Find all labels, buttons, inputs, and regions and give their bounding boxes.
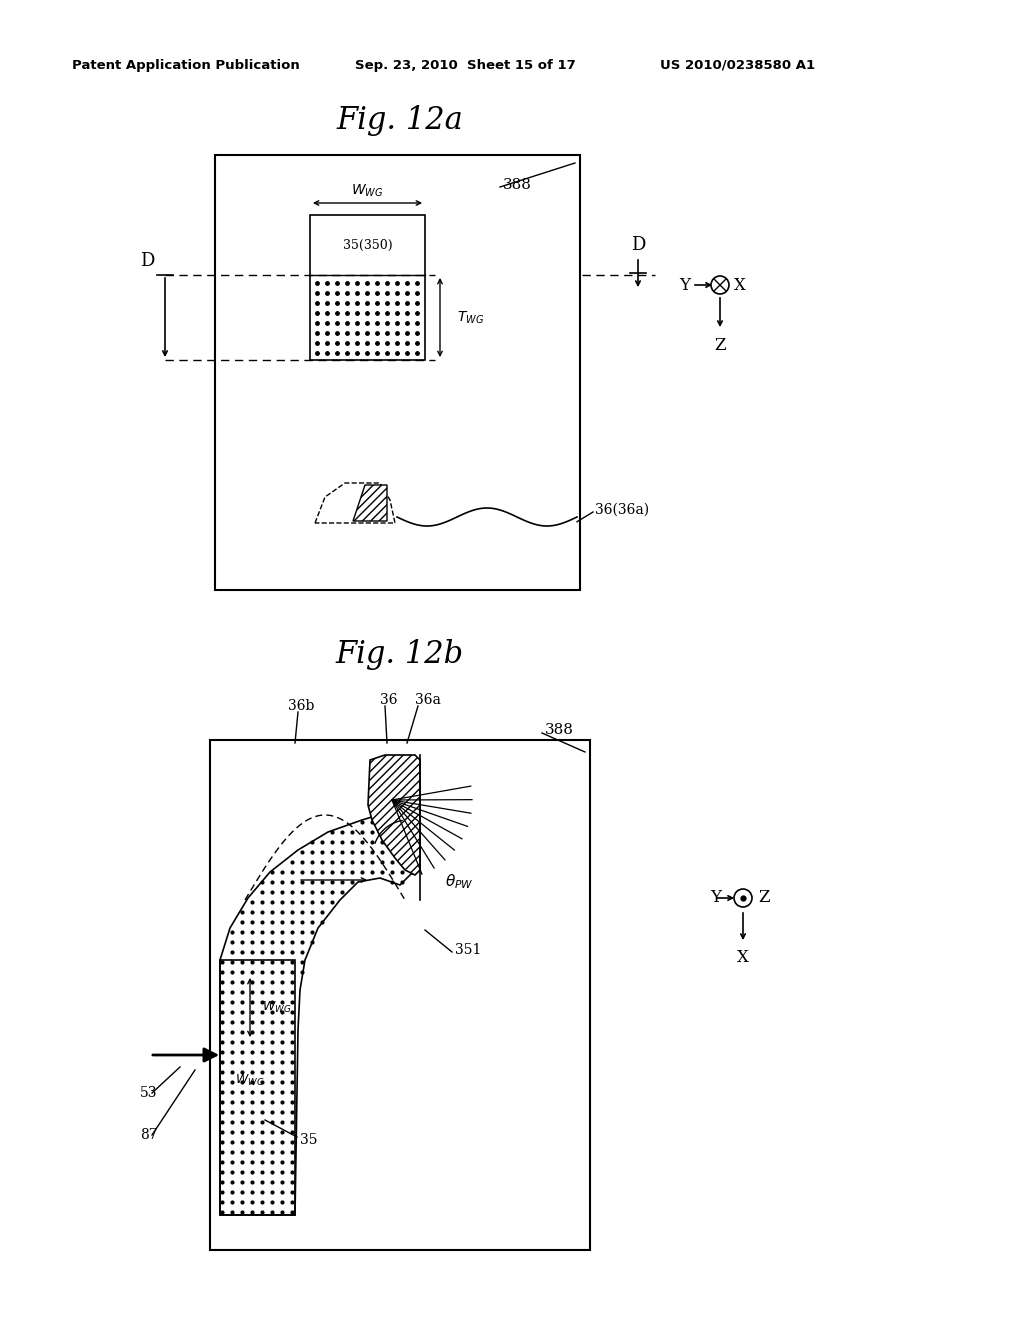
Polygon shape — [353, 484, 387, 521]
Text: 388: 388 — [545, 723, 573, 737]
Bar — [215, 154, 580, 590]
Polygon shape — [315, 483, 395, 523]
Text: 87: 87 — [140, 1129, 158, 1142]
Text: $W_{WG}$: $W_{WG}$ — [234, 1072, 264, 1088]
Text: 36(36a): 36(36a) — [595, 503, 649, 517]
Text: Z: Z — [715, 337, 726, 354]
Text: D: D — [140, 252, 155, 271]
Text: Fig. 12b: Fig. 12b — [336, 639, 464, 671]
Polygon shape — [220, 810, 415, 1214]
Text: D: D — [631, 236, 645, 253]
Text: 35(350): 35(350) — [343, 239, 392, 252]
Text: $W_{WG}$: $W_{WG}$ — [262, 1001, 292, 1015]
Text: 351: 351 — [455, 942, 481, 957]
Text: $T_{WG}$: $T_{WG}$ — [457, 309, 484, 326]
Text: Y: Y — [679, 276, 690, 293]
Circle shape — [734, 888, 752, 907]
Bar — [210, 741, 590, 1250]
Bar — [220, 960, 295, 1214]
Text: US 2010/0238580 A1: US 2010/0238580 A1 — [660, 58, 815, 71]
Text: $\theta_{PW}$: $\theta_{PW}$ — [445, 873, 474, 891]
Bar — [310, 215, 425, 360]
Text: 388: 388 — [503, 178, 531, 191]
Text: 36a: 36a — [415, 693, 441, 708]
Text: Fig. 12a: Fig. 12a — [337, 104, 464, 136]
Text: Z: Z — [758, 890, 769, 907]
Text: 53: 53 — [140, 1086, 158, 1100]
Polygon shape — [368, 755, 420, 875]
Text: Y: Y — [710, 890, 721, 907]
Circle shape — [711, 276, 729, 294]
Text: 36: 36 — [380, 693, 397, 708]
Text: Patent Application Publication: Patent Application Publication — [72, 58, 300, 71]
Text: X: X — [734, 276, 745, 293]
Text: Sep. 23, 2010  Sheet 15 of 17: Sep. 23, 2010 Sheet 15 of 17 — [355, 58, 575, 71]
Text: 35: 35 — [300, 1133, 317, 1147]
Text: X: X — [737, 949, 749, 966]
Text: 36b: 36b — [288, 700, 314, 713]
Text: $W_{WG}$: $W_{WG}$ — [351, 182, 384, 199]
